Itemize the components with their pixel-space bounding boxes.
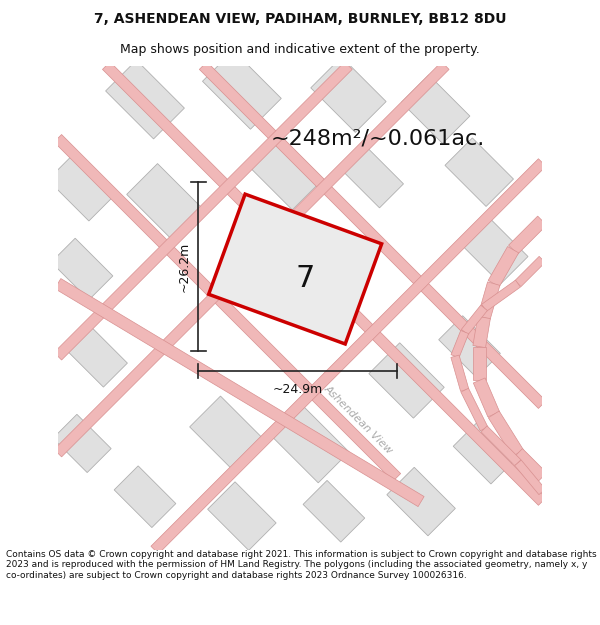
Text: ~248m²/~0.061ac.: ~248m²/~0.061ac. (271, 128, 485, 148)
Polygon shape (369, 342, 444, 418)
Polygon shape (481, 426, 521, 466)
Polygon shape (482, 280, 520, 311)
Polygon shape (451, 331, 469, 358)
Polygon shape (387, 468, 455, 536)
Polygon shape (515, 460, 545, 494)
Polygon shape (488, 411, 523, 456)
Polygon shape (53, 414, 111, 472)
Polygon shape (473, 378, 500, 417)
Polygon shape (190, 396, 265, 471)
Polygon shape (439, 316, 500, 378)
Polygon shape (453, 422, 515, 484)
Polygon shape (106, 60, 184, 139)
Text: Contains OS data © Crown copyright and database right 2021. This information is : Contains OS data © Crown copyright and d… (6, 550, 596, 580)
Polygon shape (127, 164, 202, 239)
Polygon shape (509, 216, 547, 254)
Polygon shape (461, 305, 487, 335)
Polygon shape (473, 316, 490, 348)
Polygon shape (208, 482, 276, 551)
Polygon shape (515, 256, 545, 287)
Polygon shape (270, 404, 349, 483)
Polygon shape (103, 62, 546, 506)
Polygon shape (114, 466, 176, 528)
Polygon shape (342, 146, 403, 208)
Text: Map shows position and indicative extent of the property.: Map shows position and indicative extent… (120, 44, 480, 56)
Text: ~26.2m: ~26.2m (178, 241, 191, 292)
Polygon shape (51, 238, 113, 300)
Text: 7: 7 (295, 264, 314, 293)
Polygon shape (303, 481, 365, 542)
Text: ~24.9m: ~24.9m (272, 383, 323, 396)
Polygon shape (54, 62, 449, 457)
Polygon shape (66, 326, 127, 387)
Polygon shape (54, 134, 401, 481)
Polygon shape (209, 194, 382, 344)
Polygon shape (514, 449, 547, 482)
Polygon shape (54, 62, 352, 360)
Polygon shape (311, 57, 386, 132)
Polygon shape (478, 282, 500, 319)
Polygon shape (445, 138, 514, 206)
Polygon shape (451, 355, 469, 391)
Polygon shape (401, 75, 470, 144)
Polygon shape (461, 388, 488, 431)
Polygon shape (151, 159, 546, 554)
Polygon shape (202, 51, 281, 129)
Polygon shape (488, 246, 518, 287)
Polygon shape (248, 134, 323, 210)
Polygon shape (199, 62, 546, 409)
Polygon shape (55, 279, 424, 507)
Polygon shape (48, 152, 116, 221)
Text: Ashendean View: Ashendean View (322, 383, 394, 456)
Polygon shape (473, 346, 485, 381)
Polygon shape (460, 216, 528, 284)
Text: 7, ASHENDEAN VIEW, PADIHAM, BURNLEY, BB12 8DU: 7, ASHENDEAN VIEW, PADIHAM, BURNLEY, BB1… (94, 12, 506, 26)
